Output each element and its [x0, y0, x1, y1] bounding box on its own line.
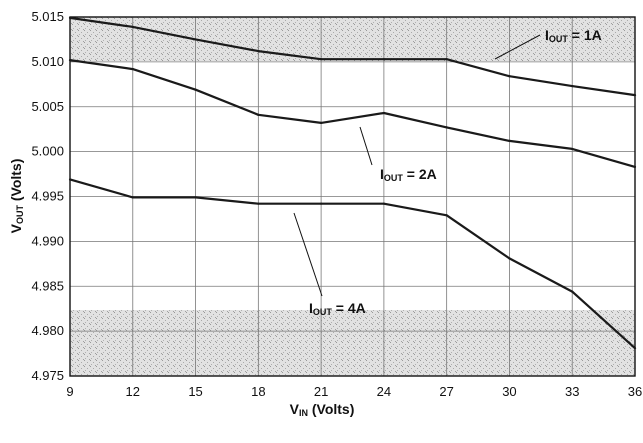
x-tick-label: 27 — [439, 384, 453, 399]
series-1-leader — [494, 34, 541, 60]
series-2-line — [69, 59, 636, 168]
series-3-point — [571, 290, 574, 293]
series-1-point — [508, 75, 511, 78]
series-3-point — [382, 202, 385, 205]
series-2-point — [257, 113, 260, 116]
series-1-point — [571, 85, 574, 88]
series-2-point — [131, 67, 134, 71]
y-tick-label: 4.980 — [31, 323, 64, 338]
series-1-line — [69, 16, 636, 97]
plot-frame — [69, 16, 636, 377]
series-3-point — [320, 202, 323, 205]
x-tick-label: 12 — [126, 384, 140, 399]
series-layer — [68, 16, 637, 350]
y-tick-label: 5.000 — [31, 144, 64, 159]
x-tick-label: 33 — [565, 384, 579, 399]
series-3-point — [445, 214, 448, 217]
series-2-point — [320, 121, 323, 125]
x-axis-title: VIN (Volts) — [290, 401, 355, 418]
x-tick-label: 18 — [251, 384, 265, 399]
series-2-label: IOUT = 2A — [380, 166, 437, 183]
x-tick-label: 9 — [66, 384, 73, 399]
y-tick-label: 4.990 — [31, 233, 64, 248]
series-1-point — [131, 25, 134, 28]
y-tick-label: 4.975 — [31, 368, 64, 383]
y-tick-label: 5.010 — [31, 54, 64, 69]
series-2-point — [194, 88, 197, 91]
x-tick-label: 15 — [188, 384, 202, 399]
series-3-point — [131, 196, 134, 199]
x-tick-label: 30 — [502, 384, 516, 399]
series-3-line — [69, 178, 636, 350]
series-1-point — [382, 58, 385, 61]
series-3-point — [194, 196, 197, 199]
series-2-point — [571, 147, 574, 151]
series-3-point — [257, 202, 260, 205]
series-1-label: IOUT = 1A — [545, 27, 602, 44]
y-tick-label: 4.985 — [31, 278, 64, 293]
series-3-point — [68, 178, 72, 181]
x-tick-label: 24 — [377, 384, 391, 399]
series-1-point — [445, 58, 448, 61]
top-shaded-band — [70, 17, 635, 61]
grid — [70, 17, 635, 376]
y-tick-labels: 5.015 5.010 5.005 5.000 4.995 4.990 4.985 4.980… — [31, 9, 64, 383]
y-tick-label: 5.005 — [31, 99, 64, 114]
x-tick-label: 36 — [628, 384, 642, 399]
series-annotations: IOUT = 1A IOUT = 2A IOUT = 4A — [293, 27, 602, 317]
series-2-point — [382, 111, 385, 115]
series-2-point — [633, 165, 637, 168]
series-2-point — [68, 58, 72, 62]
series-2-point — [445, 126, 448, 129]
series-3-point — [633, 347, 637, 350]
series-1-point — [68, 16, 72, 19]
x-tick-labels: 9 12 15 18 21 24 27 30 33 36 — [66, 384, 642, 399]
y-tick-label: 4.995 — [31, 189, 64, 204]
y-axis-title: VOUT (Volts) — [8, 159, 25, 234]
series-1-point — [257, 50, 260, 53]
series-1-point — [320, 58, 323, 61]
x-tick-label: 21 — [314, 384, 328, 399]
bottom-shaded-band — [70, 310, 635, 376]
series-3-leader — [293, 212, 323, 297]
series-3-point — [508, 257, 511, 260]
series-3-label: IOUT = 4A — [309, 300, 366, 317]
series-1-point — [633, 93, 637, 97]
y-tick-label: 5.015 — [31, 9, 64, 24]
series-1-point — [194, 38, 197, 41]
series-2-point — [508, 139, 511, 142]
series-2-leader — [359, 126, 373, 166]
